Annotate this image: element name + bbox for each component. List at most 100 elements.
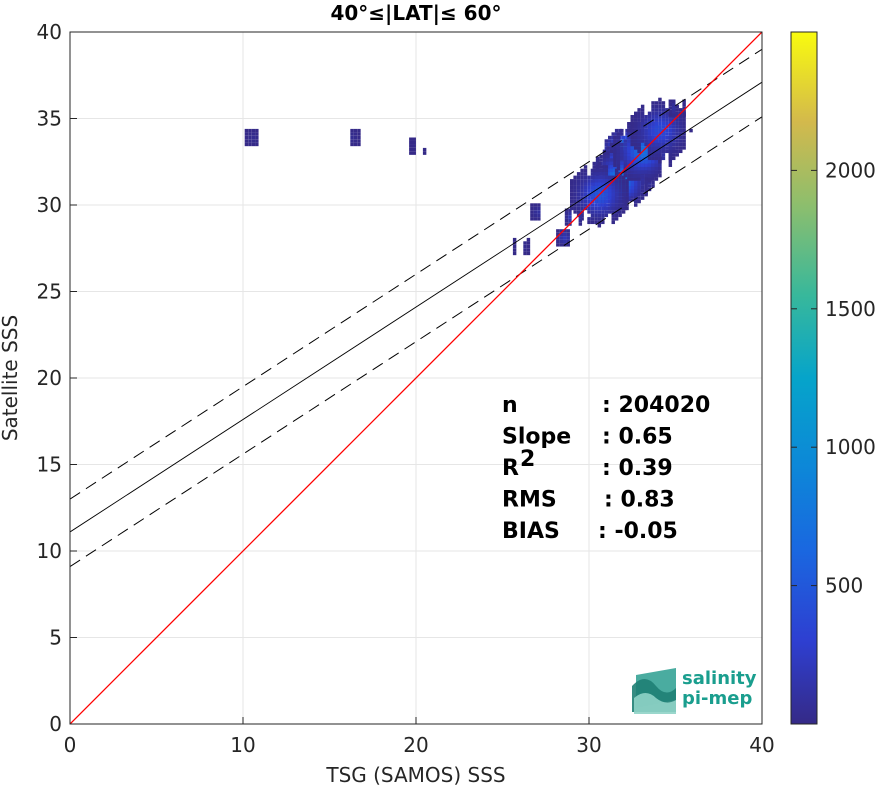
density-cell (608, 142, 612, 147)
density-cell (616, 149, 621, 154)
density-cell (587, 189, 591, 193)
density-cell (601, 168, 605, 173)
density-cell (412, 137, 416, 141)
density-cell (620, 142, 624, 147)
density-cell (590, 196, 595, 200)
density-cell (599, 154, 603, 159)
density-cell (651, 101, 655, 105)
density-cell (601, 175, 605, 180)
density-cell (672, 146, 676, 150)
density-cell (597, 179, 602, 183)
density-cell (570, 192, 574, 197)
density-cell (609, 149, 614, 154)
density-cell (651, 104, 655, 109)
density-cell (647, 118, 652, 122)
logo-line2: pi-mep (682, 688, 752, 709)
density-cell (630, 153, 634, 157)
density-cell (637, 199, 641, 204)
density-cell (597, 182, 602, 186)
density-cell (614, 192, 619, 197)
density-cell (601, 210, 605, 214)
density-cell (533, 203, 538, 207)
density-cell (609, 153, 614, 157)
density-cell (630, 186, 634, 190)
density-cell (668, 160, 673, 164)
density-cell (526, 251, 531, 256)
density-cell (576, 192, 581, 197)
density-cell (637, 149, 641, 154)
density-cell (625, 206, 629, 211)
stat-label: R (502, 456, 519, 481)
density-cell (594, 206, 598, 211)
density-cell (640, 160, 645, 164)
density-cell (634, 196, 638, 200)
density-cell (604, 179, 609, 183)
density-cell (623, 153, 628, 157)
density-cell (587, 196, 591, 200)
density-cell (244, 132, 249, 136)
density-cell (573, 189, 577, 193)
density-cell (682, 146, 686, 150)
density-cell (658, 142, 662, 147)
density-cell (627, 122, 631, 126)
density-cell (616, 139, 621, 143)
density-cell (630, 198, 634, 202)
density-cell (616, 166, 621, 171)
density-cell (682, 142, 686, 147)
density-cell (672, 122, 676, 126)
density-cell (601, 192, 605, 197)
density-cell (640, 153, 645, 157)
density-cell (570, 182, 574, 186)
density-cell (523, 244, 527, 249)
density-cell (570, 179, 574, 183)
density-cell (422, 147, 427, 152)
density-cell (594, 213, 598, 218)
density-cell (661, 146, 666, 150)
density-cell (597, 213, 602, 218)
density-cell (621, 192, 626, 197)
density-cell (637, 192, 641, 197)
y-axis-label: Satellite SSS (0, 315, 22, 441)
density-cell (658, 146, 662, 150)
stat-label: Slope (502, 425, 571, 450)
density-cell (580, 217, 584, 221)
density-cell (654, 132, 659, 136)
density-cell (672, 153, 676, 157)
density-cell (627, 160, 631, 164)
density-cell (587, 179, 591, 183)
density-cell (590, 179, 595, 183)
density-cell (689, 128, 693, 133)
density-cell (573, 210, 577, 214)
density-cell (665, 115, 669, 119)
density-cell (644, 132, 648, 136)
density-cell (651, 153, 655, 157)
density-cell (244, 135, 249, 140)
density-cell (658, 118, 662, 122)
density-cell (587, 199, 591, 204)
density-cell (658, 156, 662, 161)
density-cell (357, 132, 361, 136)
density-cell (583, 175, 588, 180)
density-cell (654, 166, 659, 171)
density-cell (590, 186, 595, 190)
density-cell (672, 132, 676, 136)
density-cell (573, 196, 577, 200)
density-cell (682, 118, 686, 122)
density-cell (630, 182, 634, 186)
density-cell (661, 135, 666, 140)
density-cell (621, 186, 626, 190)
density-cell (675, 142, 679, 147)
logo: salinity pi-mep (632, 668, 757, 714)
density-cell (533, 210, 538, 214)
density-cell (647, 149, 652, 154)
density-cell (590, 206, 595, 211)
density-cell (609, 172, 614, 176)
density-cell (627, 146, 631, 150)
density-cell (665, 132, 669, 136)
density-cell (412, 147, 416, 152)
density-cell (637, 146, 641, 150)
density-cell (665, 111, 669, 116)
density-cell (618, 179, 622, 183)
density-cell (625, 196, 629, 200)
density-cell (251, 128, 256, 133)
